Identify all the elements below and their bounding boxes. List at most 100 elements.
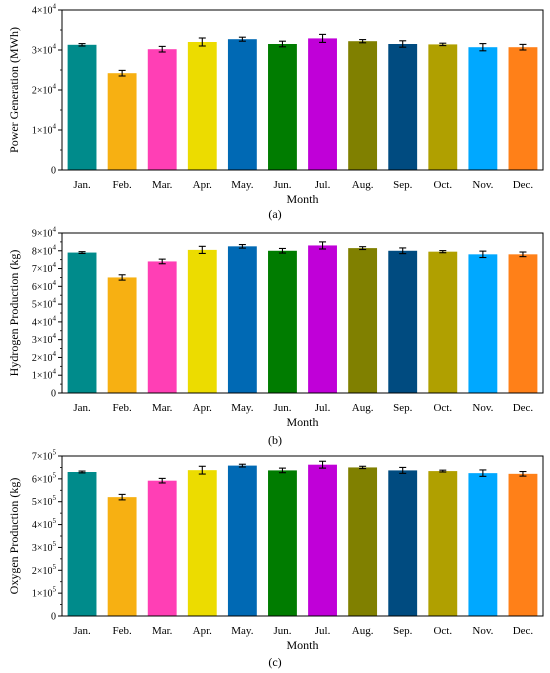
x-tick-label: Apr. (193, 625, 213, 637)
x-tick-label: Jul. (315, 179, 331, 191)
bar-sep (388, 44, 418, 170)
error-bar-jan (78, 251, 86, 254)
bar-jan (67, 44, 97, 170)
bar-mar (147, 49, 177, 171)
x-tick-label: Aug. (352, 179, 374, 191)
error-bar-dec (519, 470, 527, 477)
bar-feb (107, 73, 137, 170)
error-bar-jun (278, 247, 286, 254)
error-bar-aug (359, 246, 367, 251)
y-tick-label: 3×104 (32, 43, 57, 57)
x-tick-label: Sep. (393, 402, 413, 414)
y-tick-label: 3×105 (32, 540, 57, 554)
error-bar-feb (118, 274, 126, 281)
error-bar-jul (319, 33, 327, 43)
bar-oct (428, 44, 458, 170)
bar-mar (147, 261, 177, 393)
x-tick-label: Jan. (73, 402, 91, 414)
bar-oct (428, 251, 458, 393)
x-tick-label: Aug. (352, 402, 374, 414)
x-tick-label: Dec. (513, 625, 534, 637)
error-bar-apr (198, 37, 206, 47)
y-tick-label: 7×104 (32, 261, 57, 275)
error-bar-dec (519, 251, 527, 258)
x-tick-label: Jun. (273, 625, 291, 637)
panel-a-chart: Jan. Feb. Mar. Apr. May. Jun. Jul. Aug. Sep. Oct.… (7, 3, 544, 205)
error-bar-oct (439, 250, 447, 254)
y-tick-label: 0 (51, 389, 56, 400)
x-tick-label: Jan. (73, 179, 91, 191)
x-tick-label: Apr. (193, 402, 213, 414)
x-tick-label: Jul. (315, 625, 331, 637)
y-tick-label: 8×104 (32, 243, 57, 257)
y-axis-title: Power Generation (MWh) (7, 27, 21, 153)
y-tick-label: 1×105 (32, 586, 57, 600)
x-tick-label: Nov. (472, 625, 493, 637)
plot-frame (61, 232, 544, 394)
error-bar-dec (519, 43, 527, 51)
error-bar-oct (439, 469, 447, 473)
panel-c-chart: Jan. Feb. Mar. Apr. May. Jun. Jul. Aug. Sep. Oct.… (7, 449, 544, 652)
y-axis-title: Oxygen Production (kg) (7, 478, 21, 595)
bar-feb (107, 497, 137, 616)
x-tick-label: Jul. (315, 402, 331, 414)
y-tick-label: 3×104 (32, 332, 57, 346)
error-bar-sep (399, 247, 407, 255)
x-tick-label: Nov. (472, 179, 493, 191)
y-tick-label: 5×104 (32, 297, 57, 311)
x-tick-label: May. (231, 179, 253, 191)
bar-jul (308, 245, 337, 393)
x-tick-label: Jun. (273, 179, 291, 191)
x-tick-label: Mar. (152, 179, 173, 191)
bar-jun (268, 44, 297, 170)
x-tick-label: Jun. (273, 402, 291, 414)
x-tick-label: May. (231, 625, 253, 637)
bar-may (227, 465, 257, 616)
bar-oct (428, 471, 458, 616)
bar-nov (468, 47, 498, 171)
error-bar-nov (479, 469, 487, 477)
plot-frame (61, 455, 544, 617)
error-bar-feb (118, 493, 126, 501)
error-bar-jan (78, 470, 86, 474)
error-bar-jun (278, 467, 286, 474)
bar-jan (67, 472, 97, 616)
error-bar-nov (479, 250, 487, 259)
x-tick-label: Sep. (393, 625, 413, 637)
bar-jul (308, 464, 337, 616)
y-tick-label: 0 (51, 612, 56, 623)
x-tick-label: Nov. (472, 402, 493, 414)
x-axis-title: Month (286, 415, 318, 429)
error-bar-mar (158, 258, 166, 265)
y-tick-label: 5×105 (32, 494, 57, 508)
bar-dec (508, 47, 538, 171)
bar-jul (308, 38, 337, 171)
x-axis-title: Month (286, 192, 318, 205)
error-bar-apr (198, 245, 206, 254)
y-tick-label: 6×104 (32, 279, 57, 293)
bar-jun (268, 470, 297, 616)
error-bar-may (238, 463, 246, 468)
bar-dec (508, 254, 538, 393)
y-tick-label: 7×105 (32, 449, 57, 463)
bar-dec (508, 473, 538, 616)
bar-apr (187, 249, 217, 393)
x-tick-label: Aug. (352, 625, 374, 637)
bar-jan (67, 252, 97, 393)
plot-frame (61, 9, 544, 171)
bar-aug (348, 248, 378, 393)
error-bar-nov (479, 43, 487, 52)
y-tick-label: 0 (51, 166, 56, 177)
x-tick-label: Oct. (433, 625, 452, 637)
bar-apr (187, 42, 217, 170)
x-tick-label: Jan. (73, 625, 91, 637)
error-bar-may (238, 244, 246, 249)
error-bar-sep (399, 40, 407, 48)
error-bar-jun (278, 40, 286, 48)
error-bar-apr (198, 465, 206, 475)
bar-apr (187, 470, 217, 616)
x-tick-label: Feb. (113, 402, 133, 414)
y-tick-label: 9×104 (32, 226, 57, 240)
y-tick-label: 4×105 (32, 517, 57, 531)
